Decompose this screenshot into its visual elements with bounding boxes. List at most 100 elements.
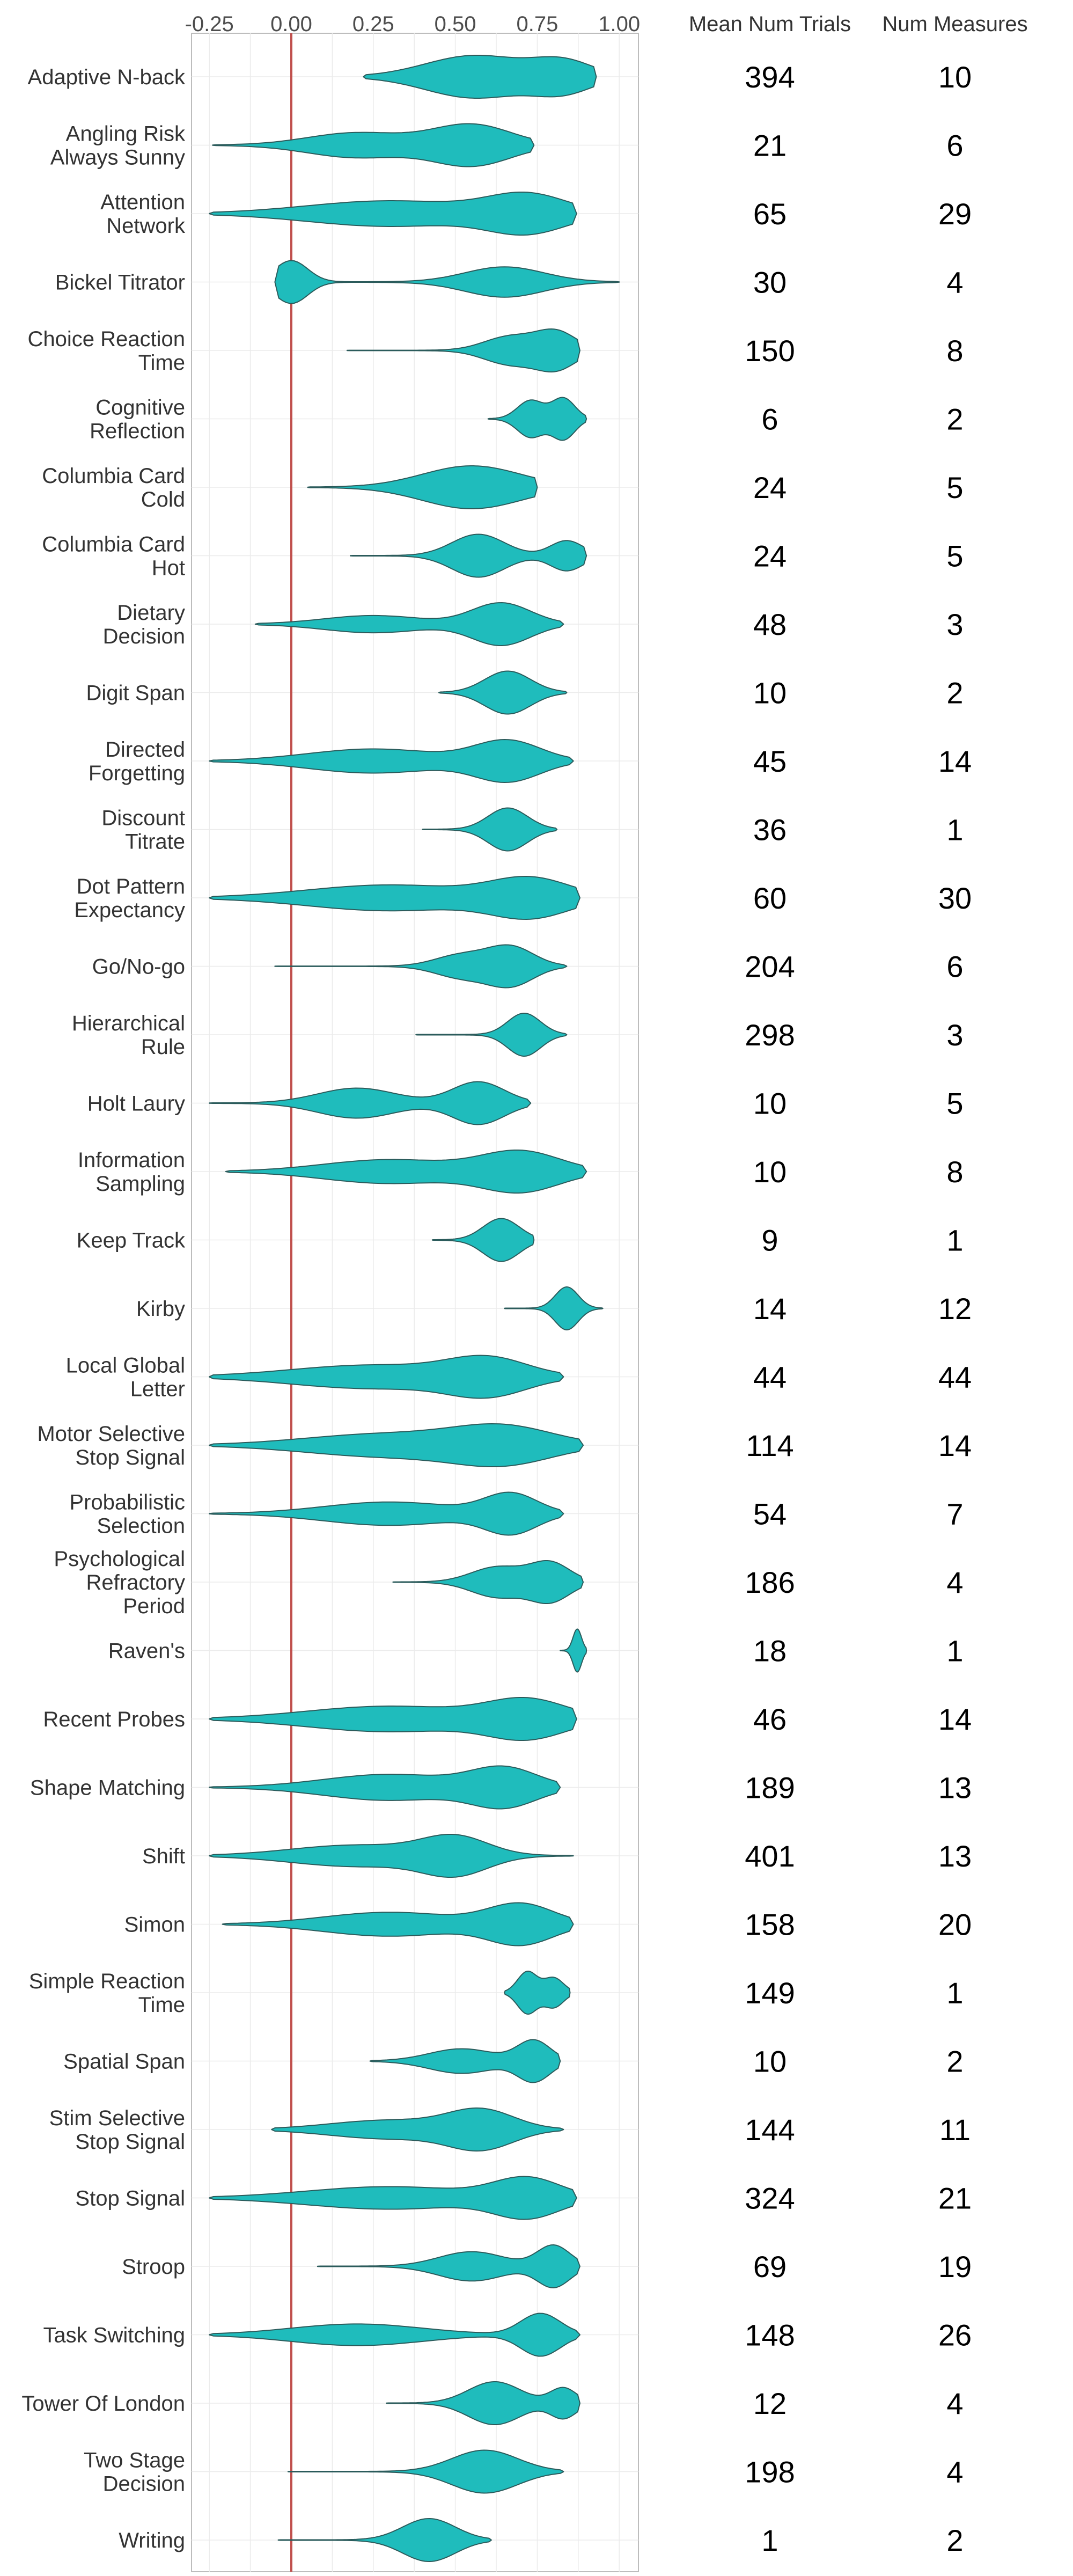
violin-shape (346, 328, 580, 372)
num-measures-value: 3 (946, 608, 963, 641)
task-label: Keep Track (77, 1229, 186, 1253)
num-measures-value: 3 (946, 1018, 963, 1052)
violin-shape (369, 2039, 561, 2083)
task-label-line: Angling Risk (66, 122, 186, 146)
num-measures-value: 8 (946, 334, 963, 368)
task-label-line: Information (78, 1148, 185, 1172)
task-label: Spatial Span (63, 2050, 185, 2074)
violin-shape (363, 55, 597, 99)
task-label-line: Columbia Card (42, 533, 185, 557)
num-measures-value: 7 (946, 1497, 963, 1531)
mean-num-trials-value: 46 (753, 1702, 787, 1736)
num-measures-value: 44 (938, 1360, 972, 1394)
mean-num-trials-value: 148 (745, 2318, 795, 2352)
task-label-line: Period (123, 1594, 185, 1618)
violins (209, 55, 620, 2562)
task-label-line: Simon (124, 1913, 185, 1937)
task-label-line: Dot Pattern (77, 875, 185, 898)
task-label: Angling Risk Always Sunny (50, 122, 186, 170)
task-label: Holt Laury (87, 1092, 185, 1116)
violin-shape (274, 944, 568, 989)
mean-num-trials-value: 324 (745, 2182, 795, 2215)
task-label-line: Go/No-go (92, 955, 185, 979)
task-label: Dot Pattern Expectancy (74, 875, 185, 922)
task-label: Bickel Titrator (55, 271, 185, 295)
task-label-line: Bickel Titrator (55, 271, 185, 295)
num-measures-value: 5 (946, 471, 963, 504)
violin-shape (277, 2518, 492, 2562)
task-label: Columbia Card Cold (42, 464, 185, 511)
task-label: Shift (142, 1845, 185, 1868)
task-label-line: Stop Signal (75, 2187, 185, 2211)
task-label-line: Time (138, 1993, 185, 2017)
task-label-line: Directed (105, 738, 185, 762)
task-label-line: Local Global (66, 1354, 185, 1378)
mean-num-trials-value: 10 (753, 1087, 787, 1121)
task-label: Recent Probes (43, 1708, 185, 1731)
mean-num-trials-value: 45 (753, 744, 787, 778)
violin-shape (222, 1902, 574, 1946)
task-label-line: Sampling (95, 1172, 185, 1196)
num-measures-value: 11 (939, 2113, 971, 2147)
violin-shape (209, 1765, 561, 1810)
mean-num-trials-value: 204 (745, 950, 795, 984)
task-label: Directed Forgetting (89, 738, 185, 785)
task-label: Probabilistic Selection (69, 1491, 185, 1538)
task-label: Shape Matching (30, 1776, 185, 1800)
mean-num-trials-value: 9 (761, 1224, 778, 1257)
violin-shape (225, 1150, 587, 1194)
task-label-line: Columbia Card (42, 464, 185, 488)
num-measures-value: 5 (946, 1087, 963, 1121)
task-label: Go/No-go (92, 955, 185, 979)
num-measures-value: 8 (946, 1155, 963, 1189)
num-measures-value: 29 (938, 197, 972, 231)
violin-shape (209, 876, 580, 920)
violin-shape (386, 2381, 580, 2425)
num-measures-value: 13 (938, 1839, 972, 1873)
num-measures-value: 19 (938, 2250, 972, 2284)
num-measures-value: 1 (946, 1224, 963, 1257)
x-tick-label: 0.25 (352, 12, 394, 36)
task-label-line: Stim Selective (49, 2106, 185, 2130)
task-label-line: Simple Reaction (29, 1970, 185, 1993)
violin-shape (422, 807, 558, 852)
task-label-line: Reflection (90, 420, 185, 443)
mean-num-trials-value: 6 (761, 402, 778, 436)
x-axis-tick-labels: -0.25 0.00 0.25 0.50 0.75 1.00 (185, 12, 641, 36)
task-label-line: Spatial Span (63, 2050, 185, 2074)
mean-num-trials-value: 10 (753, 2045, 787, 2079)
task-label: Psychological Refractory Period (54, 1547, 185, 1618)
task-label: Discount Titrate (101, 807, 185, 854)
task-label-line: Stop Signal (75, 1446, 185, 1469)
task-label-line: Cold (141, 488, 185, 511)
num-measures-value: 4 (946, 1565, 963, 1599)
task-label: Kirby (136, 1297, 185, 1321)
task-label-line: Keep Track (77, 1229, 186, 1253)
violin-shape (209, 2176, 577, 2220)
num-measures-value: 26 (938, 2318, 972, 2352)
violin-shape (560, 1628, 587, 1673)
task-label-line: Expectancy (74, 898, 185, 922)
violin-shape (392, 1560, 584, 1604)
x-tick-label: 0.75 (516, 12, 558, 36)
mean-num-trials-value: 144 (745, 2113, 795, 2147)
mean-num-trials-value: 1 (761, 2523, 778, 2557)
task-label: Local Global Letter (66, 1354, 185, 1401)
num-measures-value: 2 (946, 2523, 963, 2557)
task-label-line: Digit Span (86, 682, 185, 705)
num-measures-value: 12 (938, 1292, 972, 1326)
num-measures-value: 30 (938, 881, 972, 915)
violin-shape (287, 2449, 564, 2494)
violin-shape (209, 1423, 584, 1467)
task-label-line: Letter (130, 1378, 185, 1401)
mean-num-trials-value: 12 (753, 2387, 787, 2420)
task-label-line: Shift (142, 1845, 185, 1868)
num-measures-value: 13 (938, 1771, 972, 1805)
task-label: Attention Network (100, 191, 186, 238)
mean-num-trials-value: 44 (753, 1360, 787, 1394)
task-label-line: Attention (100, 191, 185, 214)
violin-shape (254, 602, 564, 646)
task-label: Raven's (108, 1640, 185, 1663)
mean-num-trials-value: 114 (746, 1429, 793, 1462)
